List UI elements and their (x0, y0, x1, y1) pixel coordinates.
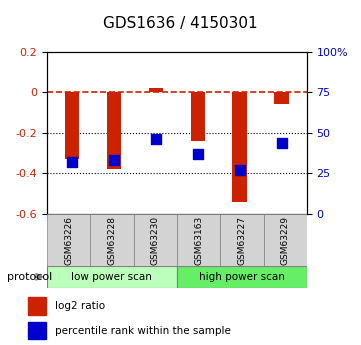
Text: GSM63229: GSM63229 (281, 216, 290, 265)
Text: GSM63230: GSM63230 (151, 216, 160, 265)
FancyBboxPatch shape (47, 266, 177, 288)
Point (153, 137, 159, 142)
Bar (28, 322, 46, 339)
FancyBboxPatch shape (177, 266, 307, 288)
Text: protocol: protocol (7, 272, 52, 282)
Text: high power scan: high power scan (199, 272, 285, 282)
FancyBboxPatch shape (90, 214, 134, 267)
Bar (28, 297, 46, 315)
FancyBboxPatch shape (134, 214, 177, 267)
Point (237, 167, 243, 173)
Text: GSM63228: GSM63228 (108, 216, 116, 265)
Text: GSM63163: GSM63163 (194, 216, 203, 265)
Text: log2 ratio: log2 ratio (55, 301, 105, 311)
Text: GSM63227: GSM63227 (238, 216, 246, 265)
FancyBboxPatch shape (220, 214, 264, 267)
FancyBboxPatch shape (177, 214, 220, 267)
FancyBboxPatch shape (264, 214, 307, 267)
Bar (65, 92, 79, 159)
Point (69, 159, 75, 165)
Text: GSM63226: GSM63226 (64, 216, 73, 265)
Bar (191, 92, 205, 141)
Point (195, 151, 201, 157)
Text: low power scan: low power scan (71, 272, 152, 282)
FancyBboxPatch shape (47, 214, 90, 267)
Text: percentile rank within the sample: percentile rank within the sample (55, 326, 230, 336)
Point (279, 140, 284, 145)
Bar (232, 92, 247, 202)
Bar (106, 92, 121, 169)
Text: GDS1636 / 4150301: GDS1636 / 4150301 (103, 16, 258, 30)
Point (111, 158, 117, 163)
Bar (274, 92, 289, 105)
Bar (149, 88, 163, 92)
